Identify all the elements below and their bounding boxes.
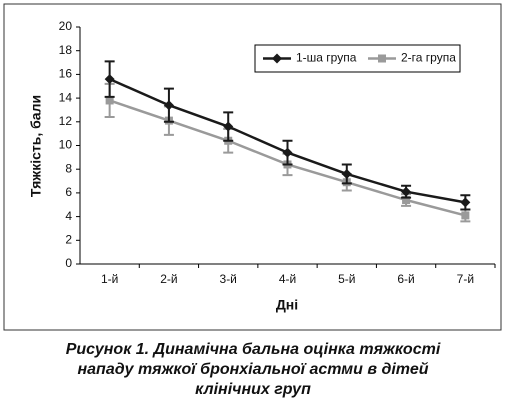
point [223, 121, 234, 132]
x-axis-title: Дні [276, 297, 298, 313]
y-tick-label: 20 [59, 19, 73, 33]
y-tick-label: 4 [65, 209, 72, 223]
x-tick-label: 4-й [279, 272, 296, 286]
y-tick-label: 14 [59, 90, 73, 104]
point [402, 196, 411, 205]
x-tick-label: 2-й [160, 272, 177, 286]
x-tick-label: 5-й [338, 272, 355, 286]
y-axis-title: Тяжкість, бали [28, 95, 44, 197]
x-tick-label: 6-й [397, 272, 414, 286]
legend-marker [272, 53, 282, 64]
caption-line: клінічних груп [195, 381, 311, 398]
y-tick-label: 12 [59, 114, 73, 128]
caption-line: нападу тяжкої бронхіальної астми в дітей [77, 361, 428, 378]
point [341, 168, 352, 179]
point [461, 211, 470, 220]
y-tick-label: 16 [59, 67, 73, 81]
y-tick-label: 0 [65, 256, 72, 270]
x-tick-label: 3-й [220, 272, 237, 286]
chart-frame [3, 3, 502, 331]
legend-marker [378, 54, 386, 63]
y-tick-label: 2 [65, 232, 72, 246]
legend-label: 2-га група [401, 51, 456, 65]
x-tick-label: 1-й [101, 272, 118, 286]
point [460, 197, 471, 208]
caption-line: Рисунок 1. Динамічна бальна оцінка тяжко… [66, 341, 441, 358]
legend-label: 1-ша група [296, 51, 357, 65]
point [282, 147, 293, 158]
point [105, 96, 114, 105]
y-tick-label: 6 [65, 185, 72, 199]
point [163, 100, 174, 111]
y-tick-label: 8 [65, 161, 72, 175]
point [104, 74, 115, 85]
point [401, 186, 412, 197]
x-tick-label: 7-й [457, 272, 474, 286]
y-tick-label: 10 [59, 138, 73, 152]
y-tick-label: 18 [59, 43, 73, 57]
